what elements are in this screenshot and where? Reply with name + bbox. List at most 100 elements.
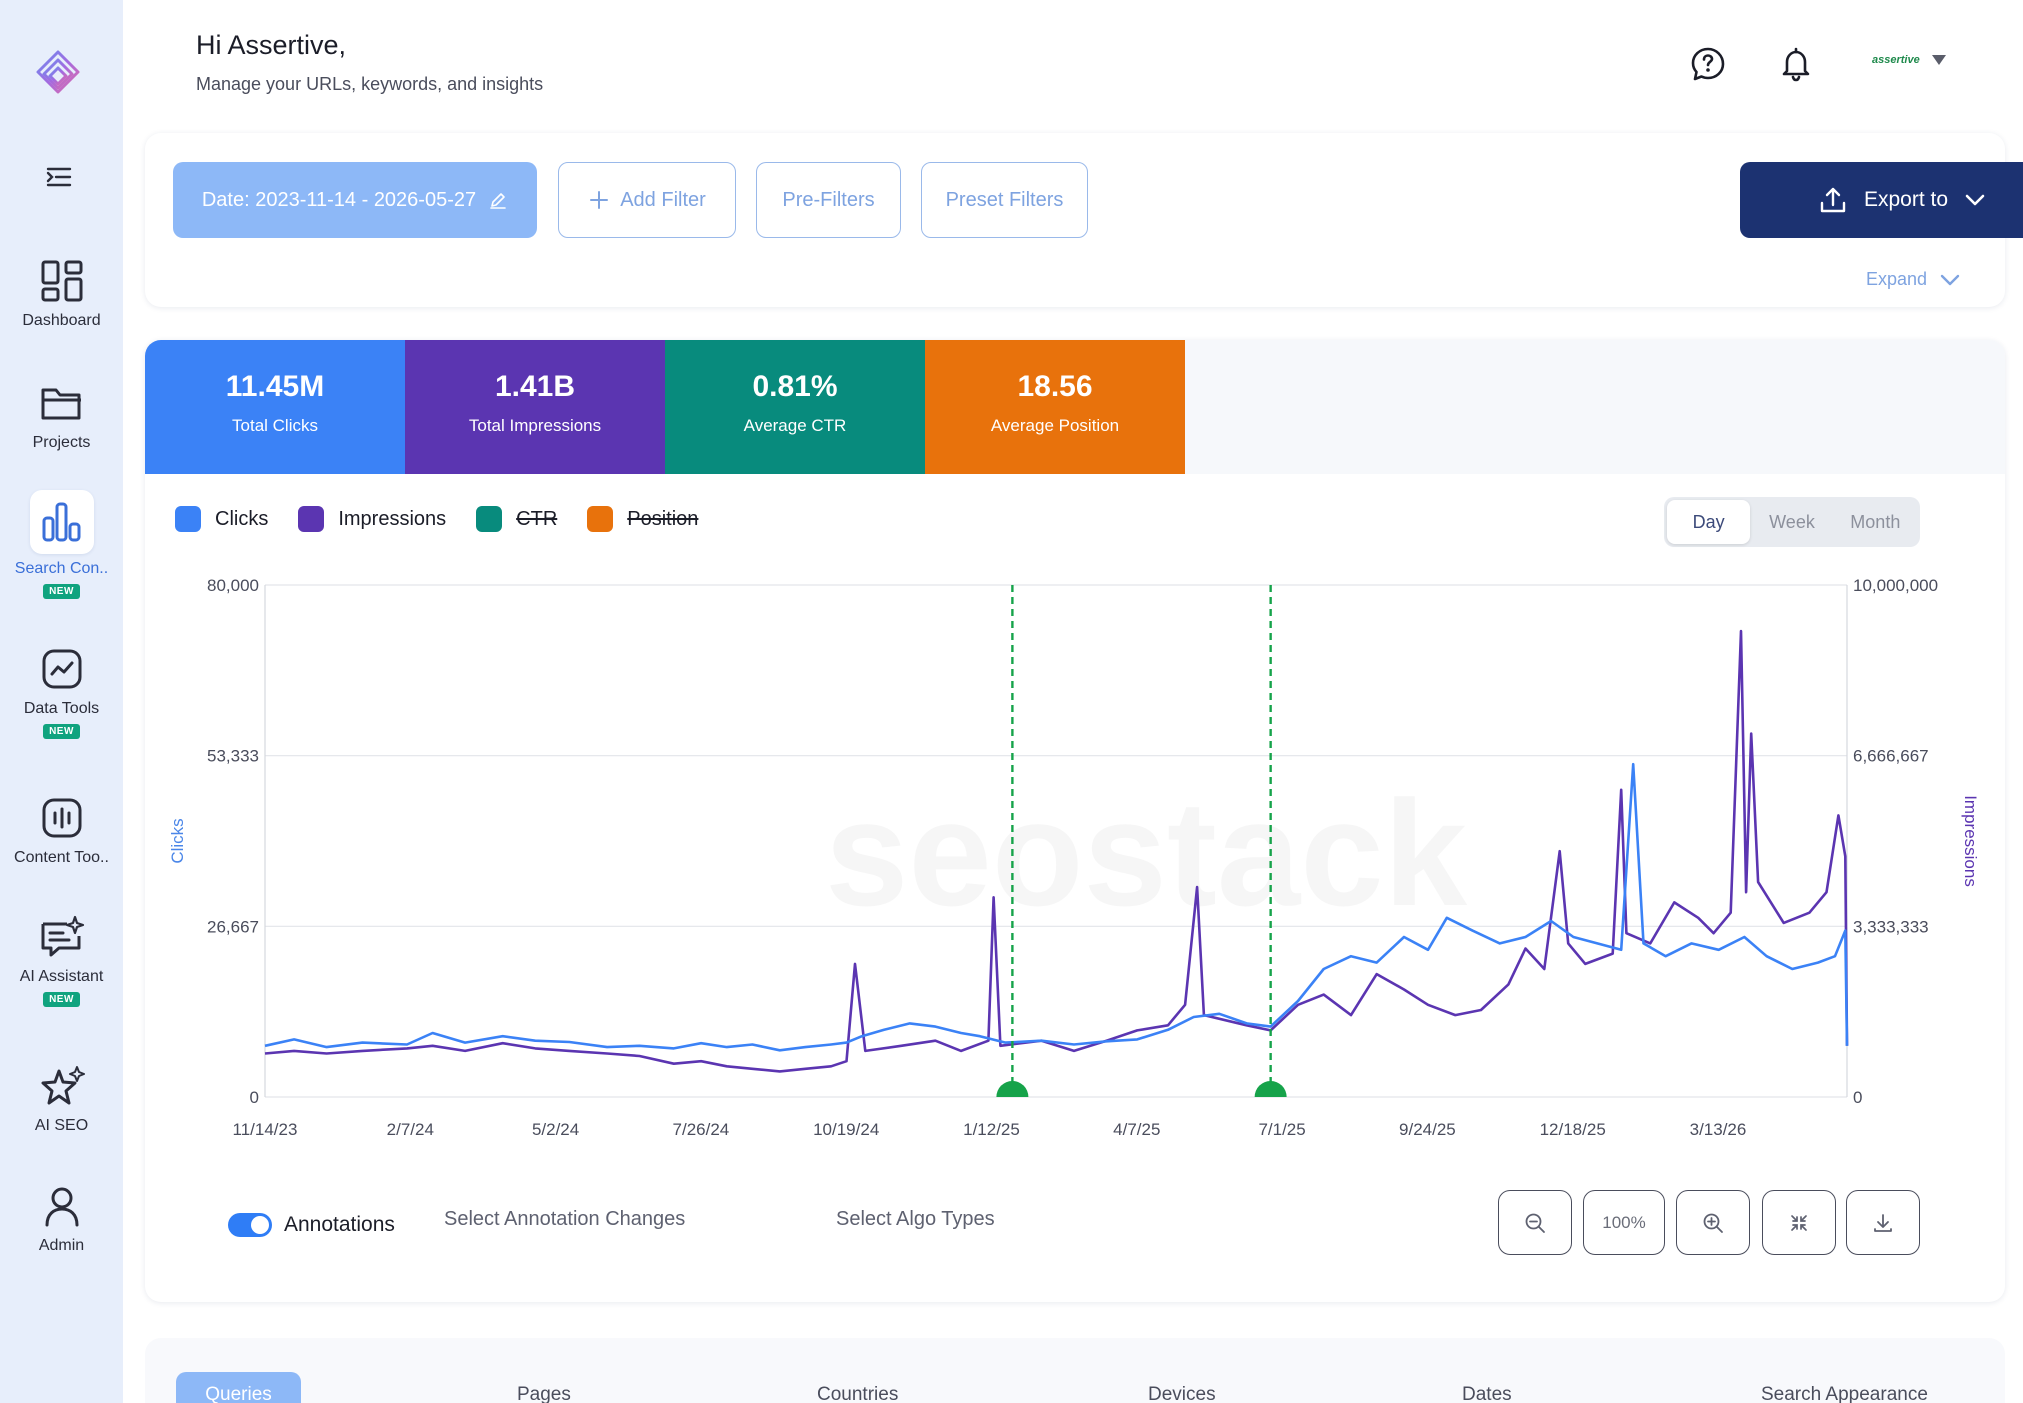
- sidebar-item-ai-seo[interactable]: AI SEO: [0, 1063, 123, 1135]
- annotations-toggle[interactable]: [228, 1213, 272, 1237]
- series-line-clicks: [264, 762, 1849, 1052]
- sidebar-item-label: Data Tools: [23, 700, 100, 717]
- kpi-label: Average CTR: [743, 416, 847, 435]
- preset-filters-button[interactable]: Preset Filters: [921, 162, 1088, 238]
- caret-down-icon: [1931, 55, 1946, 65]
- tab-countries[interactable]: Countries: [817, 1384, 899, 1403]
- pre-filters-button[interactable]: Pre-Filters: [756, 162, 901, 238]
- kpi-value: 1.41B: [494, 370, 576, 403]
- kpi-value: 18.56: [1017, 370, 1093, 403]
- download-chart-button[interactable]: [1846, 1190, 1920, 1255]
- sidebar-item-data-tools[interactable]: Data Tools NEW: [0, 646, 123, 739]
- granularity-month-button[interactable]: Month: [1850, 511, 1901, 532]
- sidebar-item-admin[interactable]: Admin: [0, 1183, 123, 1255]
- user-logo: assertive: [1872, 54, 1920, 66]
- x-tick-label: 3/13/26: [1690, 1120, 1747, 1139]
- x-tick-label: 12/18/25: [1540, 1120, 1606, 1139]
- x-tick-label: 7/1/25: [1258, 1120, 1305, 1139]
- series-line-impressions: [264, 629, 1849, 1073]
- annotations-toggle-row: Annotations: [228, 1190, 395, 1260]
- legend-label: Position: [627, 507, 699, 530]
- y-left-tick-label: 0: [250, 1088, 259, 1107]
- annotations-toggle-label: Annotations: [284, 1213, 395, 1236]
- legend-item-ctr[interactable]: CTR: [476, 506, 557, 532]
- fullscreen-button[interactable]: [1762, 1190, 1836, 1255]
- zoom-level: 100%: [1602, 1212, 1646, 1232]
- kpi-value: 11.45M: [225, 370, 325, 403]
- kpi-label: Total Clicks: [232, 416, 318, 435]
- tab-search-appearance[interactable]: Search Appearance: [1761, 1384, 1928, 1403]
- folder-icon: [41, 388, 81, 420]
- legend-item-clicks[interactable]: Clicks: [175, 506, 268, 532]
- bell-icon[interactable]: [1778, 46, 1814, 82]
- sidebar-item-search-console[interactable]: Search Con.. NEW: [0, 490, 123, 599]
- sidebar-item-content-tools[interactable]: Content Too..: [0, 795, 123, 867]
- user-menu[interactable]: assertive: [1872, 54, 1946, 66]
- legend-label: CTR: [516, 507, 558, 530]
- y-left-tick-label: 53,333: [207, 747, 259, 766]
- legend-swatch: [175, 506, 201, 532]
- sidebar-item-dashboard[interactable]: Dashboard: [0, 258, 123, 330]
- date-range-button[interactable]: Date: 2023-11-14 - 2026-05-27: [173, 162, 537, 238]
- y-right-axis-title: Impressions: [1961, 795, 1980, 887]
- y-right-tick-label: 0: [1853, 1088, 1862, 1107]
- sidebar: Dashboard Projects Search Con.. NEW Data…: [0, 0, 123, 1403]
- edit-pencil-icon: [490, 193, 506, 209]
- sidebar-collapse-icon[interactable]: [44, 162, 74, 192]
- chart-watermark: seostack: [825, 769, 1468, 937]
- y-left-axis-title: Clicks: [168, 818, 187, 863]
- y-right-tick-label: 6,666,667: [1853, 747, 1929, 766]
- sidebar-item-label: Content Too..: [14, 849, 109, 866]
- page-subtitle: Manage your URLs, keywords, and insights: [196, 74, 544, 94]
- legend-item-position[interactable]: Position: [587, 506, 698, 532]
- legend-swatch: [298, 506, 325, 532]
- sparkle-star-icon: [41, 1066, 85, 1105]
- kpi-label: Average Position: [990, 416, 1120, 435]
- sidebar-item-ai-assistant[interactable]: AI Assistant NEW: [0, 914, 123, 1007]
- zoom-in-button[interactable]: [1676, 1190, 1750, 1255]
- user-icon: [45, 1187, 78, 1227]
- y-left-tick-label: 80,000: [207, 576, 259, 595]
- expand-label: Expand: [1866, 269, 1928, 289]
- date-range-label: Date: 2023-11-14 - 2026-05-27: [201, 188, 477, 211]
- legend-swatch: [587, 506, 614, 532]
- kpi-total-clicks[interactable]: 11.45M Total Clicks: [145, 340, 405, 474]
- granularity-day-button[interactable]: Day: [1667, 500, 1751, 544]
- tab-pages[interactable]: Pages: [517, 1384, 571, 1403]
- tab-devices[interactable]: Devices: [1148, 1384, 1216, 1403]
- sidebar-item-label: Admin: [38, 1237, 85, 1254]
- kpi-total-impressions[interactable]: 1.41B Total Impressions: [405, 340, 665, 474]
- app-logo-icon[interactable]: [34, 48, 82, 102]
- x-tick-label: 11/14/23: [233, 1120, 298, 1139]
- legend-label: Clicks: [215, 507, 269, 530]
- chart-legend: Clicks Impressions CTR Position: [175, 506, 698, 532]
- tab-queries[interactable]: Queries: [176, 1372, 301, 1403]
- sidebar-item-label: Dashboard: [22, 312, 101, 329]
- zoom-reset-button[interactable]: 100%: [1583, 1190, 1665, 1255]
- sidebar-item-label: AI Assistant: [19, 968, 104, 985]
- zoom-out-icon: [1525, 1213, 1545, 1233]
- help-icon[interactable]: [1690, 46, 1726, 82]
- zoom-out-button[interactable]: [1498, 1190, 1572, 1255]
- legend-item-impressions[interactable]: Impressions: [298, 506, 446, 532]
- sidebar-item-label: Search Con..: [14, 560, 109, 577]
- dashboard-icon: [41, 260, 82, 302]
- tab-dates[interactable]: Dates: [1462, 1384, 1512, 1403]
- export-label: Export to: [1863, 188, 1949, 211]
- sidebar-item-projects[interactable]: Projects: [0, 380, 123, 452]
- pre-filters-label: Pre-Filters: [782, 188, 875, 211]
- add-filter-button[interactable]: Add Filter: [558, 162, 736, 238]
- granularity-week-button[interactable]: Week: [1769, 511, 1815, 532]
- annotation-changes-select[interactable]: Select Annotation Changes: [444, 1208, 686, 1230]
- sparkle-chat-icon: [41, 915, 84, 957]
- x-tick-label: 1/12/25: [963, 1120, 1020, 1139]
- kpi-average-position[interactable]: 18.56 Average Position: [925, 340, 1185, 474]
- y-right-tick-label: 3,333,333: [1853, 917, 1929, 936]
- export-button[interactable]: Export to: [1740, 162, 2023, 238]
- expand-filters-link[interactable]: Expand: [1866, 269, 1961, 290]
- algo-types-select[interactable]: Select Algo Types: [836, 1208, 995, 1230]
- kpi-value: 0.81%: [752, 370, 838, 403]
- performance-chart[interactable]: seostack 0 0 26,667 3,333,333 53,333 6,666,667…: [145, 560, 2005, 1140]
- new-badge: NEW: [43, 724, 80, 739]
- kpi-average-ctr[interactable]: 0.81% Average CTR: [665, 340, 925, 474]
